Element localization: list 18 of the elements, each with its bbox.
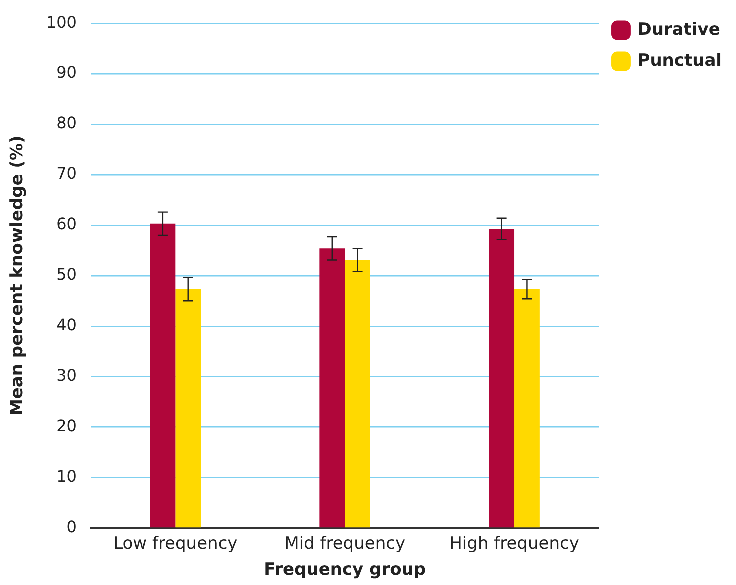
x-tick-label: Low frequency: [114, 534, 238, 554]
y-tick-label: 50: [56, 265, 77, 284]
y-axis-title: Mean percent knowledge (%): [8, 136, 28, 416]
legend-label: Punctual: [638, 50, 722, 71]
y-tick-label: 90: [56, 63, 77, 82]
legend-label: Durative: [638, 20, 720, 40]
y-tick-label: 30: [56, 366, 77, 385]
y-tick-label: 20: [56, 416, 77, 436]
y-tick-label: 100: [46, 12, 77, 32]
x-axis-title: Frequency group: [264, 560, 426, 580]
x-tick-label: Mid frequency: [284, 534, 406, 554]
y-tick-label: 0: [66, 517, 77, 536]
y-tick-label: 70: [56, 164, 77, 184]
y-tick-label: 80: [56, 114, 77, 133]
y-tick-label: 60: [56, 214, 77, 234]
y-tick-label: 40: [56, 316, 77, 335]
y-tick-label: 10: [56, 466, 77, 486]
x-tick-label: High frequency: [450, 534, 580, 554]
